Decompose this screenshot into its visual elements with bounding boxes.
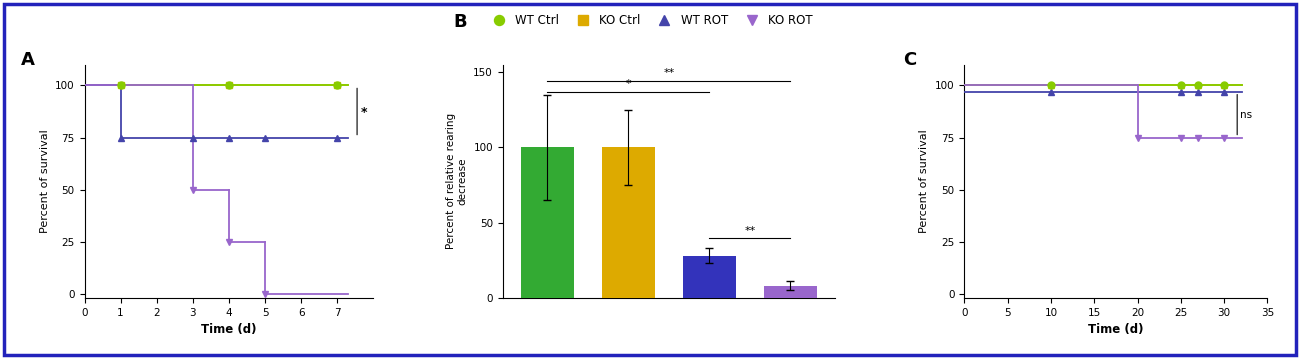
X-axis label: Time (d): Time (d) — [202, 323, 256, 336]
Text: **: ** — [663, 68, 675, 78]
Bar — [602, 148, 655, 298]
Y-axis label: Percent of survival: Percent of survival — [919, 130, 929, 233]
X-axis label: Time (d): Time (d) — [1088, 323, 1144, 336]
Text: C: C — [903, 51, 916, 69]
Text: B: B — [452, 13, 467, 31]
Bar — [521, 148, 573, 298]
Y-axis label: Percent of survival: Percent of survival — [39, 130, 49, 233]
Bar — [764, 286, 816, 298]
Text: *: * — [625, 79, 630, 89]
Text: *: * — [360, 106, 367, 119]
Text: ns: ns — [1240, 109, 1252, 120]
Bar — [682, 256, 736, 298]
Y-axis label: Percent of relative rearing
decrease: Percent of relative rearing decrease — [446, 113, 468, 250]
Text: A: A — [21, 51, 35, 69]
Text: **: ** — [744, 226, 755, 236]
Legend: WT Ctrl, KO Ctrl, WT ROT, KO ROT: WT Ctrl, KO Ctrl, WT ROT, KO ROT — [482, 9, 818, 32]
